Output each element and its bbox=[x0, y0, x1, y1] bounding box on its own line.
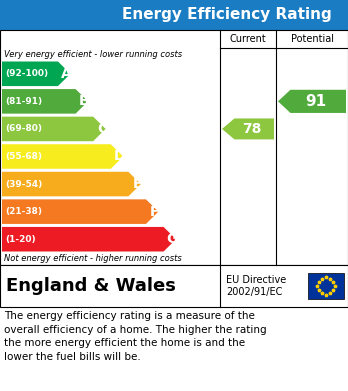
Polygon shape bbox=[2, 172, 141, 196]
Text: B: B bbox=[79, 94, 89, 108]
Text: Very energy efficient - lower running costs: Very energy efficient - lower running co… bbox=[4, 50, 182, 59]
Polygon shape bbox=[2, 117, 105, 141]
Text: Potential: Potential bbox=[291, 34, 333, 44]
Text: F: F bbox=[150, 204, 159, 219]
Text: (21-38): (21-38) bbox=[5, 207, 42, 216]
Text: England & Wales: England & Wales bbox=[6, 277, 176, 295]
Bar bbox=[0, 0, 348, 30]
Text: Not energy efficient - higher running costs: Not energy efficient - higher running co… bbox=[4, 254, 182, 263]
Polygon shape bbox=[2, 144, 123, 169]
Text: (81-91): (81-91) bbox=[5, 97, 42, 106]
Bar bbox=[308, 273, 344, 299]
Bar bbox=[0, 30, 348, 265]
Text: Energy Efficiency Rating: Energy Efficiency Rating bbox=[122, 7, 332, 23]
Text: The energy efficiency rating is a measure of the
overall efficiency of a home. T: The energy efficiency rating is a measur… bbox=[4, 311, 267, 362]
Polygon shape bbox=[222, 118, 274, 140]
Text: (92-100): (92-100) bbox=[5, 69, 48, 78]
Text: (39-54): (39-54) bbox=[5, 179, 42, 188]
Polygon shape bbox=[2, 227, 176, 251]
Text: E: E bbox=[132, 177, 142, 191]
Text: (55-68): (55-68) bbox=[5, 152, 42, 161]
Text: 2002/91/EC: 2002/91/EC bbox=[226, 287, 282, 297]
Polygon shape bbox=[2, 89, 88, 114]
Text: A: A bbox=[61, 67, 72, 81]
Polygon shape bbox=[2, 61, 70, 86]
Text: C: C bbox=[97, 122, 107, 136]
Text: D: D bbox=[114, 149, 125, 163]
Text: (69-80): (69-80) bbox=[5, 124, 42, 133]
Text: (1-20): (1-20) bbox=[5, 235, 35, 244]
Bar bbox=[0, 265, 348, 307]
Polygon shape bbox=[2, 199, 158, 224]
Text: Current: Current bbox=[230, 34, 266, 44]
Text: 78: 78 bbox=[242, 122, 261, 136]
Text: G: G bbox=[167, 232, 178, 246]
Text: 91: 91 bbox=[305, 94, 326, 109]
Text: EU Directive: EU Directive bbox=[226, 275, 286, 285]
Polygon shape bbox=[278, 90, 346, 113]
